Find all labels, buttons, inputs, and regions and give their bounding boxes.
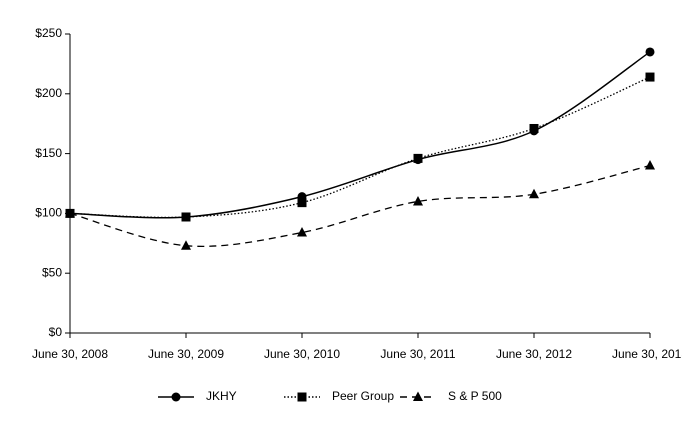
data-point	[297, 227, 307, 237]
y-tick-label: $50	[42, 265, 62, 279]
data-point	[529, 188, 539, 199]
legend-marker	[297, 392, 307, 402]
data-point	[645, 160, 655, 170]
data-point	[297, 198, 307, 208]
data-point	[413, 195, 423, 206]
x-tick-label: June 30, 2011	[380, 347, 456, 361]
series-line	[69, 164, 651, 247]
y-tick-label: $200	[35, 86, 62, 100]
data-point	[645, 47, 655, 57]
y-tick-label: $100	[35, 206, 62, 220]
series-line	[69, 51, 651, 219]
legend-marker	[171, 392, 181, 402]
data-point	[181, 212, 191, 222]
x-tick-label: June 30, 2012	[496, 347, 572, 361]
x-tick-label: June 30, 2010	[264, 347, 340, 361]
data-point	[529, 123, 539, 133]
legend-marker	[413, 391, 423, 401]
y-tick-label: $0	[49, 325, 63, 339]
y-tick-label: $250	[35, 26, 62, 40]
x-tick-label: June 30, 2008	[32, 347, 108, 361]
data-point	[65, 207, 75, 218]
series-line	[69, 76, 651, 219]
data-point	[181, 240, 191, 250]
data-point	[645, 72, 655, 82]
x-tick-label: June 30, 2009	[148, 347, 224, 361]
y-tick-label: $150	[35, 146, 62, 160]
x-tick-label: June 30, 2013	[612, 347, 682, 361]
legend-label: Peer Group	[332, 389, 394, 403]
data-point	[413, 153, 423, 163]
legend-label: S & P 500	[448, 389, 502, 403]
legend-label: JKHY	[206, 389, 237, 403]
